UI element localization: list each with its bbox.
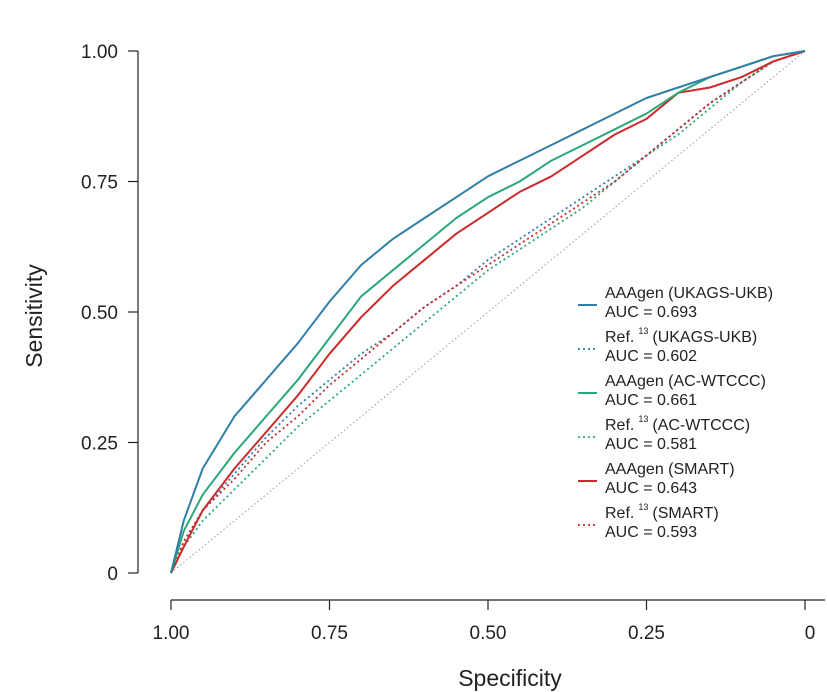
legend-label-5: Ref. 13 (SMART) xyxy=(605,502,719,522)
legend-auc-3: AUC = 0.581 xyxy=(605,436,697,453)
series-line-1 xyxy=(170,50,806,574)
legend-label-1: Ref. 13 (UKAGS-UKB) xyxy=(605,326,757,346)
y-tick-label-0: 0 xyxy=(107,564,118,585)
legend-auc-2: AUC = 0.661 xyxy=(605,392,697,409)
legend-label-2: AAAgen (AC-WTCCC) xyxy=(605,373,766,390)
x-tick-label-0: 1.00 xyxy=(153,623,190,644)
axes: 0 0.25 0.50 0.75 1.00 1.00 0.75 0.50 0.25 0 xyxy=(81,42,825,644)
x-tick-label-4: 0 xyxy=(805,623,816,644)
legend-label-4: AAAgen (SMART) xyxy=(605,461,735,478)
y-tick-label-2: 0.50 xyxy=(81,303,118,324)
chance-line xyxy=(170,50,806,574)
y-tick-label-1: 0.25 xyxy=(81,434,118,455)
y-axis-title: Sensitivity xyxy=(21,264,47,368)
y-tick-label-3: 0.75 xyxy=(81,173,118,194)
series-lines xyxy=(170,50,806,574)
x-axis-title: Specificity xyxy=(458,665,562,691)
legend-label-0: AAAgen (UKAGS-UKB) xyxy=(605,285,773,302)
x-tick-label-1: 0.75 xyxy=(311,623,348,644)
series-line-3 xyxy=(170,50,806,574)
series-line-0 xyxy=(170,50,806,574)
y-tick-label-4: 1.00 xyxy=(81,42,118,63)
legend: AAAgen (UKAGS-UKB) AUC = 0.693 Ref. 13 (UKAG… xyxy=(578,285,773,541)
legend-auc-5: AUC = 0.593 xyxy=(605,524,697,541)
x-tick-label-2: 0.50 xyxy=(470,623,507,644)
series-line-2 xyxy=(170,50,806,574)
series-line-4 xyxy=(170,50,806,574)
legend-auc-0: AUC = 0.693 xyxy=(605,304,697,321)
legend-label-3: Ref. 13 (AC-WTCCC) xyxy=(605,414,750,434)
x-tick-label-3: 0.25 xyxy=(628,623,665,644)
legend-auc-1: AUC = 0.602 xyxy=(605,348,697,365)
reference-diagonal xyxy=(170,50,806,574)
legend-auc-4: AUC = 0.643 xyxy=(605,480,697,497)
